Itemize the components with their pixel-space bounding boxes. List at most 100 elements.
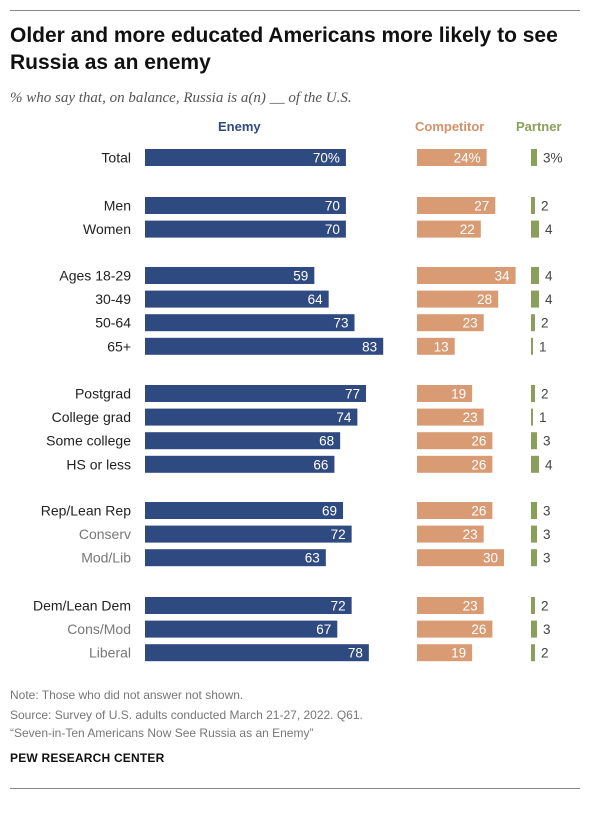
bar-competitor-men: [417, 197, 496, 214]
bar-partner-conserv: [531, 525, 537, 543]
report-title-text: “Seven-in-Ten Americans Now See Russia a…: [10, 726, 314, 740]
bar-partner-college-grad: [531, 408, 533, 426]
value-label-enemy-hs-or-less: 66: [313, 457, 328, 472]
bar-competitor-rep-lean-rep: [417, 502, 493, 519]
value-label-partner-mod-lib: 3: [543, 551, 551, 566]
bar-partner-65: [531, 337, 533, 355]
bar-competitor-cons-mod: [417, 620, 493, 638]
value-label-enemy-rep-lean-rep: 69: [322, 504, 337, 519]
category-label-ages-18-29: Ages 18-29: [59, 268, 131, 284]
value-label-competitor-30-49: 28: [477, 292, 492, 307]
value-label-competitor-liberal: 19: [451, 646, 466, 661]
value-label-partner-dem-lean-dem: 2: [541, 599, 549, 614]
bar-competitor-ages-18-29: [417, 267, 516, 284]
bar-partner-total: [531, 149, 537, 166]
value-label-partner-some-college: 3: [543, 434, 551, 449]
bar-partner-men: [531, 197, 535, 214]
value-label-competitor-some-college: 26: [471, 434, 486, 449]
bar-partner-rep-lean-rep: [531, 502, 537, 519]
bar-competitor-mod-lib: [417, 549, 504, 567]
bar-competitor-conserv: [417, 525, 484, 543]
bar-enemy-ages-18-29: [145, 267, 315, 284]
bar-competitor-total: [417, 149, 487, 166]
bar-competitor-college-grad: [417, 408, 484, 426]
bar-partner-ages-18-29: [531, 267, 539, 284]
bar-enemy-men: [145, 197, 346, 214]
bar-enemy-women: [145, 220, 346, 238]
top-rule: [10, 10, 580, 11]
bar-competitor-dem-lean-dem: [417, 597, 484, 614]
bar-enemy-65: [145, 337, 384, 355]
bar-partner-mod-lib: [531, 549, 537, 567]
bar-enemy-rep-lean-rep: [145, 502, 344, 519]
bar-enemy-liberal: [145, 644, 369, 662]
bar-enemy-30-49: [145, 290, 329, 308]
value-label-enemy-conserv: 72: [331, 527, 346, 542]
bar-competitor-women: [417, 220, 481, 238]
value-label-enemy-college-grad: 74: [336, 410, 352, 425]
value-label-partner-conserv: 3: [543, 527, 551, 542]
bar-enemy-dem-lean-dem: [145, 597, 352, 614]
bar-enemy-total: [145, 149, 346, 166]
bar-partner-30-49: [531, 290, 539, 308]
category-label-hs-or-less: HS or less: [66, 456, 131, 472]
value-label-competitor-cons-mod: 26: [471, 622, 486, 637]
value-label-competitor-mod-lib: 30: [483, 551, 498, 566]
value-label-partner-men: 2: [541, 199, 549, 214]
value-label-partner-65: 1: [539, 339, 547, 354]
value-label-partner-cons-mod: 3: [543, 622, 551, 637]
value-label-partner-liberal: 2: [541, 646, 549, 661]
value-label-enemy-women: 70: [325, 222, 340, 237]
category-label-rep-lean-rep: Rep/Lean Rep: [41, 503, 132, 519]
value-label-competitor-50-64: 23: [463, 316, 478, 331]
bar-partner-liberal: [531, 644, 535, 662]
bar-enemy-hs-or-less: [145, 455, 335, 473]
series-header-partner: Partner: [516, 119, 562, 134]
category-label-30-49: 30-49: [95, 291, 131, 307]
bar-partner-50-64: [531, 314, 535, 332]
category-label-women: Women: [83, 221, 131, 237]
value-label-competitor-postgrad: 19: [451, 387, 466, 402]
bar-competitor-30-49: [417, 290, 499, 308]
category-label-some-college: Some college: [46, 433, 131, 449]
bar-competitor-hs-or-less: [417, 455, 493, 473]
value-label-enemy-postgrad: 77: [345, 387, 360, 402]
bar-enemy-50-64: [145, 314, 355, 332]
series-header-competitor: Competitor: [415, 119, 485, 134]
value-label-partner-30-49: 4: [545, 292, 553, 307]
value-label-competitor-women: 22: [460, 222, 475, 237]
category-label-dem-lean-dem: Dem/Lean Dem: [33, 598, 131, 614]
category-label-liberal: Liberal: [89, 645, 131, 661]
bar-partner-dem-lean-dem: [531, 597, 535, 614]
bar-partner-some-college: [531, 432, 537, 450]
value-label-partner-ages-18-29: 4: [545, 269, 553, 284]
bar-partner-cons-mod: [531, 620, 537, 638]
value-label-competitor-dem-lean-dem: 23: [463, 599, 478, 614]
bar-enemy-conserv: [145, 525, 352, 543]
value-label-enemy-50-64: 73: [333, 316, 348, 331]
value-label-partner-hs-or-less: 4: [545, 457, 553, 472]
bar-partner-women: [531, 220, 539, 238]
category-label-conserv: Conserv: [79, 526, 131, 542]
value-label-competitor-rep-lean-rep: 26: [471, 504, 486, 519]
bar-partner-hs-or-less: [531, 455, 539, 473]
category-label-postgrad: Postgrad: [75, 386, 131, 402]
bar-enemy-postgrad: [145, 385, 366, 402]
value-label-competitor-65: 13: [434, 339, 449, 354]
value-label-competitor-college-grad: 23: [463, 410, 478, 425]
value-label-enemy-total: 70%: [313, 151, 340, 166]
note-text: Note: Those who did not answer not shown…: [10, 688, 244, 702]
bottom-rule: [10, 788, 580, 789]
value-label-partner-college-grad: 1: [539, 410, 547, 425]
chart-subtitle: % who say that, on balance, Russia is a(…: [10, 90, 352, 106]
value-label-enemy-ages-18-29: 59: [293, 269, 308, 284]
value-label-enemy-65: 83: [362, 339, 377, 354]
brand-name: PEW RESEARCH CENTER: [10, 751, 165, 765]
bar-enemy-college-grad: [145, 408, 358, 426]
value-label-competitor-conserv: 23: [463, 527, 478, 542]
value-label-competitor-ages-18-29: 34: [495, 269, 511, 284]
value-label-partner-total: 3%: [543, 151, 563, 166]
bar-competitor-some-college: [417, 432, 493, 450]
value-label-enemy-some-college: 68: [319, 434, 334, 449]
